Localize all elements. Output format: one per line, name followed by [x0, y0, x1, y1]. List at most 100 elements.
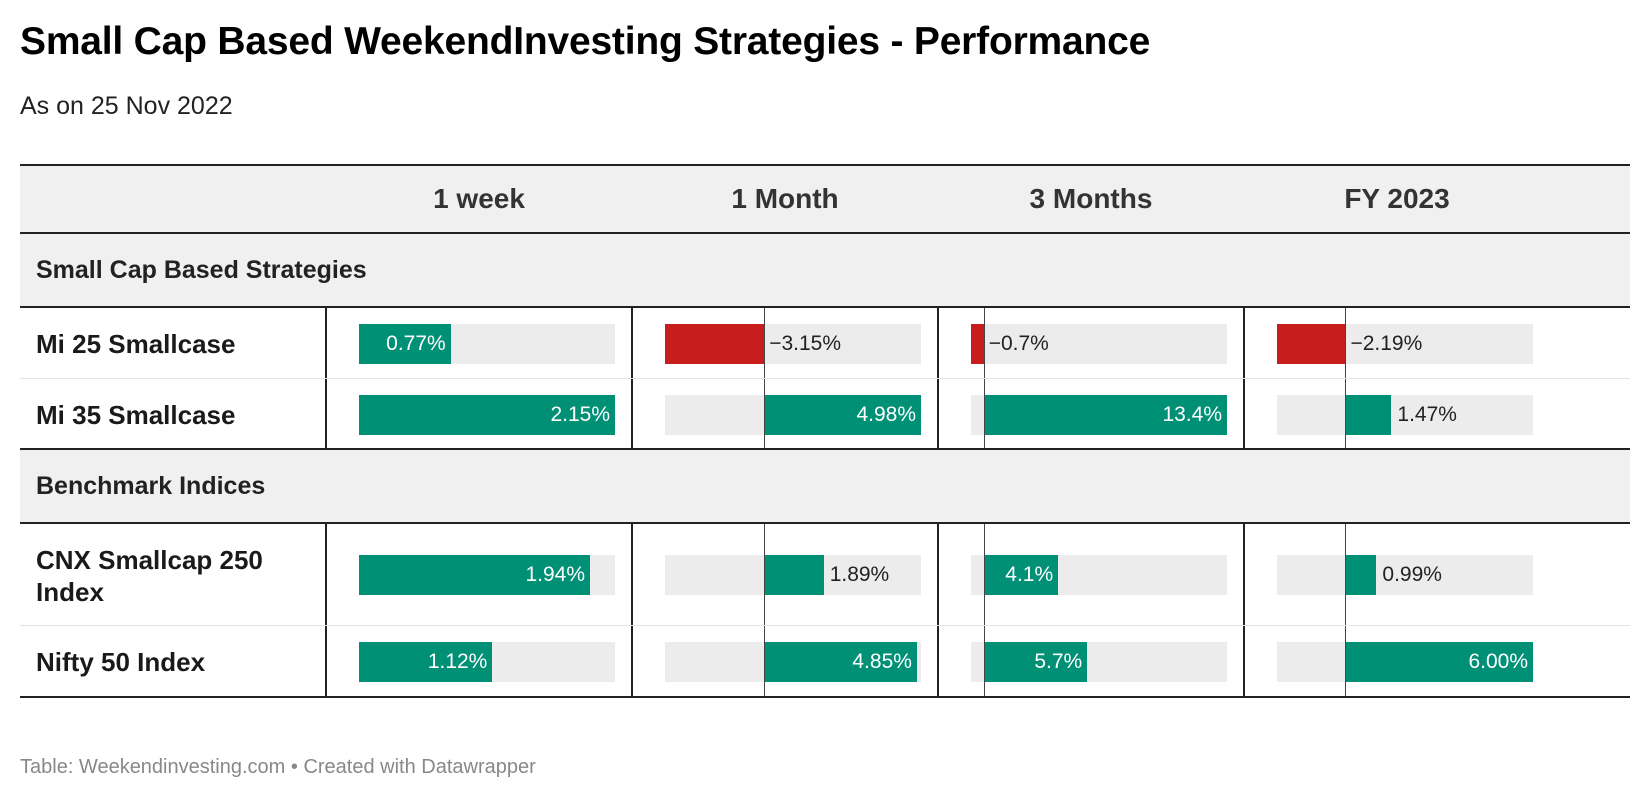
value-bar: [764, 395, 921, 435]
row-label: CNX Smallcap 250 Index: [36, 545, 263, 607]
group-header-benchmark: Benchmark Indices: [20, 450, 1630, 524]
value-label: 4.98%: [856, 403, 916, 426]
column-divider: [631, 626, 633, 696]
value-bar: [971, 324, 984, 364]
bar-track: 4.98%: [665, 395, 921, 435]
column-divider: [1243, 524, 1245, 625]
value-bar: [359, 555, 590, 595]
bar-track: −2.19%: [1277, 324, 1533, 364]
cell-3-months: −0.7%: [938, 308, 1244, 378]
value-bar: [359, 642, 493, 682]
bar-track: 0.77%: [359, 324, 615, 364]
column-divider: [937, 524, 939, 625]
value-label: −0.7%: [988, 332, 1049, 355]
bar-track: 6.00%: [1277, 642, 1533, 682]
bar-track: 1.89%: [665, 555, 921, 595]
cell-1-week: 1.12%: [326, 626, 632, 696]
row-label: Mi 25 Smallcase: [36, 329, 236, 359]
bar-track: −0.7%: [971, 324, 1227, 364]
column-divider: [937, 626, 939, 696]
cell-3-months: 13.4%: [938, 379, 1244, 448]
zero-baseline: [983, 308, 985, 378]
column-header-3-months[interactable]: 3 Months: [1029, 183, 1153, 214]
cell-1-week: 2.15%: [326, 379, 632, 448]
value-bar: [983, 642, 1088, 682]
chart-subtitle: As on 25 Nov 2022: [20, 92, 233, 120]
value-bar: [764, 555, 824, 595]
cell-1-month: −3.15%: [632, 308, 938, 378]
cell-fy-2023: 1.47%: [1244, 379, 1550, 448]
value-label: 1.47%: [1397, 403, 1457, 426]
value-label: −3.15%: [769, 332, 841, 355]
value-label: 1.94%: [525, 563, 585, 586]
bar-track: −3.15%: [665, 324, 921, 364]
zero-baseline: [1345, 524, 1347, 625]
value-label: 6.00%: [1468, 650, 1528, 673]
column-divider: [631, 524, 633, 625]
bar-track: 1.12%: [359, 642, 615, 682]
column-divider: [1243, 308, 1245, 378]
column-divider: [1243, 379, 1245, 448]
cell-1-week: 1.94%: [326, 524, 632, 625]
value-label: 13.4%: [1162, 403, 1222, 426]
zero-baseline: [983, 524, 985, 625]
table-row: Mi 25 Smallcase 0.77% −3.15% −0.7% −2.19%: [20, 308, 1630, 379]
cell-3-months: 5.7%: [938, 626, 1244, 696]
value-bar: [983, 555, 1059, 595]
value-bar: [1277, 324, 1346, 364]
column-header-1-week[interactable]: 1 week: [433, 183, 525, 214]
value-label: 0.99%: [1382, 563, 1442, 586]
value-bar: [983, 395, 1227, 435]
bar-track: 0.99%: [1277, 555, 1533, 595]
value-bar: [359, 395, 615, 435]
zero-baseline: [1345, 626, 1347, 696]
column-divider: [631, 308, 633, 378]
bar-track: 5.7%: [971, 642, 1227, 682]
table-header: 1 week 1 Month 3 Months FY 2023: [20, 164, 1630, 234]
cell-fy-2023: −2.19%: [1244, 308, 1550, 378]
group-header-small-cap: Small Cap Based Strategies: [20, 234, 1630, 308]
value-label: 2.15%: [550, 403, 610, 426]
cell-1-month: 4.85%: [632, 626, 938, 696]
zero-baseline: [764, 379, 766, 448]
zero-baseline: [983, 626, 985, 696]
value-label: 1.89%: [829, 563, 890, 586]
value-bar: [359, 324, 451, 364]
zero-baseline: [1345, 379, 1347, 448]
row-label: Nifty 50 Index: [36, 647, 206, 677]
table-row: CNX Smallcap 250 Index 1.94% 1.89% 4.1% 0.9…: [20, 524, 1630, 626]
cell-fy-2023: 0.99%: [1244, 524, 1550, 625]
table-row: Nifty 50 Index 1.12% 4.85% 5.7% 6.00%: [20, 626, 1630, 698]
value-label: 0.77%: [386, 332, 446, 355]
column-divider: [325, 626, 327, 696]
bar-track: 4.85%: [665, 642, 921, 682]
table-row: Mi 35 Smallcase 2.15% 4.98% 13.4% 1.47%: [20, 379, 1630, 450]
value-bar: [1345, 642, 1533, 682]
value-label: 4.1%: [1005, 563, 1054, 586]
cell-1-month: 1.89%: [632, 524, 938, 625]
column-header-fy-2023[interactable]: FY 2023: [1344, 183, 1450, 214]
column-divider: [325, 379, 327, 448]
value-bar: [764, 642, 917, 682]
cell-fy-2023: 6.00%: [1244, 626, 1550, 696]
cell-3-months: 4.1%: [938, 524, 1244, 625]
bar-track: 13.4%: [971, 395, 1227, 435]
value-label: 5.7%: [1034, 650, 1083, 673]
value-bar: [665, 324, 765, 364]
column-header-1-month[interactable]: 1 Month: [731, 183, 839, 214]
chart-title: Small Cap Based WeekendInvesting Strateg…: [20, 20, 1151, 63]
bar-track: 2.15%: [359, 395, 615, 435]
bar-track: 4.1%: [971, 555, 1227, 595]
performance-table: 1 week 1 Month 3 Months FY 2023 Small Ca…: [20, 164, 1630, 698]
column-divider: [937, 379, 939, 448]
value-label: 4.85%: [852, 650, 912, 673]
value-label: −2.19%: [1350, 332, 1423, 355]
column-divider: [325, 524, 327, 625]
group-label: Benchmark Indices: [36, 472, 266, 500]
value-label: 1.12%: [427, 650, 488, 673]
zero-baseline: [764, 626, 766, 696]
column-divider: [325, 308, 327, 378]
column-divider: [1243, 626, 1245, 696]
cell-1-month: 4.98%: [632, 379, 938, 448]
value-bar: [1345, 395, 1392, 435]
